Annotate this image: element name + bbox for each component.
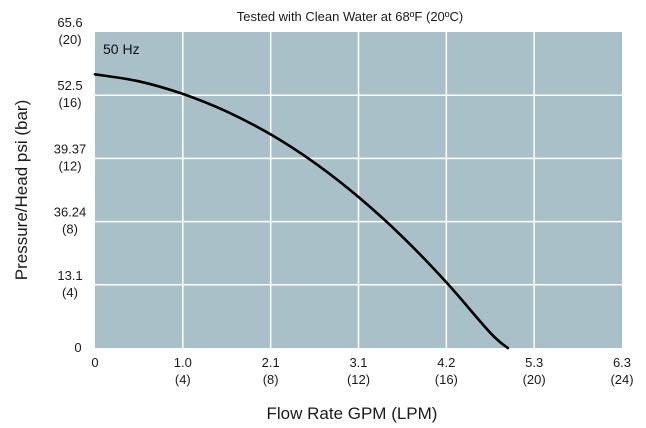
y-axis-title: Pressure/Head psi (bar) bbox=[12, 100, 31, 280]
y-tick-label: 39.37 bbox=[54, 141, 87, 156]
y-axis-ticks: 0 13.1 (4) 36.24 (8) 39.37 (12) 52.5 (16) 65.6 (20… bbox=[54, 15, 87, 355]
x-tick-label: 4.2 bbox=[437, 355, 455, 370]
series-label-0: 50 Hz bbox=[103, 41, 140, 57]
x-axis-title: Flow Rate GPM (LPM) bbox=[267, 404, 438, 423]
y-tick-sublabel: (20) bbox=[58, 32, 81, 47]
y-tick-sublabel: (8) bbox=[62, 222, 78, 237]
x-tick-label: 0 bbox=[91, 355, 98, 370]
x-tick-sublabel: (4) bbox=[175, 372, 191, 387]
x-tick-sublabel: (8) bbox=[263, 372, 279, 387]
x-tick-label: 3.1 bbox=[349, 355, 367, 370]
x-tick-label: 1.0 bbox=[174, 355, 192, 370]
x-tick-sublabel: (24) bbox=[610, 372, 633, 387]
y-tick-sublabel: (12) bbox=[58, 158, 81, 173]
series-line-0 bbox=[93, 73, 510, 350]
y-tick-label: 13.1 bbox=[57, 268, 82, 283]
y-tick-label: 65.6 bbox=[57, 15, 82, 30]
y-tick-label: 52.5 bbox=[57, 78, 82, 93]
x-tick-sublabel: (16) bbox=[435, 372, 458, 387]
y-tick-sublabel: (16) bbox=[58, 95, 81, 110]
y-tick-label: 36.24 bbox=[54, 205, 87, 220]
y-tick-sublabel: (4) bbox=[62, 285, 78, 300]
x-tick-sublabel: (12) bbox=[347, 372, 370, 387]
series-layer: 50 Hz bbox=[93, 41, 510, 350]
x-tick-label: 6.3 bbox=[613, 355, 631, 370]
y-tick-label: 0 bbox=[74, 340, 81, 355]
x-tick-sublabel: (20) bbox=[523, 372, 546, 387]
x-tick-label: 5.3 bbox=[525, 355, 543, 370]
x-axis-ticks: 0 1.0 (4) 2.1 (8) 3.1 (12) 4.2 (16) 5.3 (20) 6.3 (24… bbox=[91, 355, 633, 387]
x-tick-label: 2.1 bbox=[262, 355, 280, 370]
chart-title: Tested with Clean Water at 68ºF (20ºC) bbox=[237, 9, 464, 24]
